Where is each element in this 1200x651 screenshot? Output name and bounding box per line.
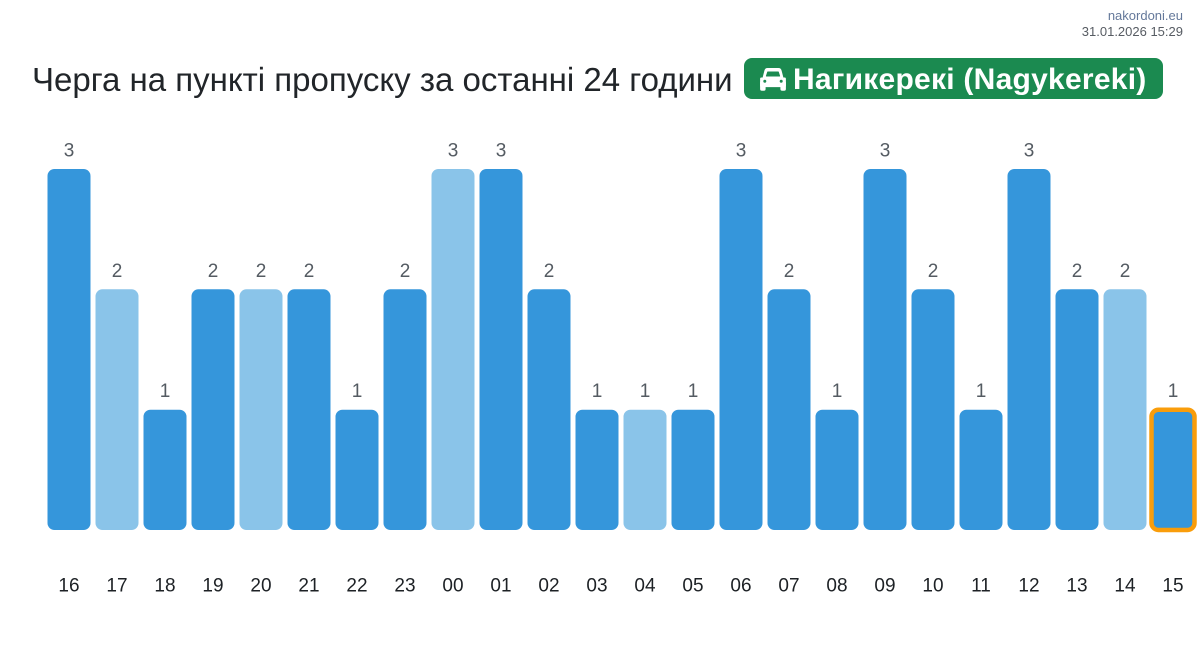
svg-text:09: 09 [874,575,895,596]
svg-text:06: 06 [730,575,751,596]
svg-text:3: 3 [880,141,891,162]
svg-text:1: 1 [592,381,603,402]
svg-text:05: 05 [682,575,703,596]
svg-text:03: 03 [586,575,607,596]
svg-text:19: 19 [202,575,223,596]
svg-text:1: 1 [976,381,987,402]
svg-text:2: 2 [1120,261,1131,282]
svg-text:3: 3 [448,141,459,162]
svg-text:1: 1 [640,381,651,402]
svg-text:04: 04 [634,575,656,596]
svg-text:23: 23 [394,575,415,596]
svg-text:2: 2 [256,261,267,282]
svg-text:15: 15 [1162,575,1183,596]
svg-text:2: 2 [544,261,555,282]
svg-text:18: 18 [154,575,175,596]
svg-text:3: 3 [496,141,507,162]
svg-text:1: 1 [160,381,171,402]
svg-text:2: 2 [784,261,795,282]
svg-text:02: 02 [538,575,559,596]
svg-text:12: 12 [1018,575,1039,596]
svg-text:17: 17 [106,575,127,596]
svg-text:00: 00 [442,575,463,596]
svg-text:08: 08 [826,575,847,596]
svg-text:1: 1 [1168,381,1179,402]
svg-text:20: 20 [250,575,271,596]
svg-text:2: 2 [208,261,219,282]
svg-text:16: 16 [58,575,79,596]
svg-text:11: 11 [971,575,991,596]
svg-text:21: 21 [298,575,319,596]
svg-text:2: 2 [112,261,123,282]
svg-text:2: 2 [304,261,315,282]
svg-text:1: 1 [832,381,843,402]
svg-text:1: 1 [352,381,363,402]
svg-text:13: 13 [1066,575,1087,596]
svg-text:07: 07 [778,575,799,596]
svg-text:2: 2 [928,261,939,282]
svg-text:1: 1 [688,381,699,402]
svg-text:3: 3 [1024,141,1035,162]
svg-text:10: 10 [922,575,943,596]
svg-text:3: 3 [736,141,747,162]
svg-text:3: 3 [64,141,75,162]
svg-text:01: 01 [490,575,511,596]
svg-text:14: 14 [1114,575,1136,596]
svg-text:2: 2 [400,261,411,282]
svg-text:22: 22 [346,575,367,596]
svg-text:2: 2 [1072,261,1083,282]
